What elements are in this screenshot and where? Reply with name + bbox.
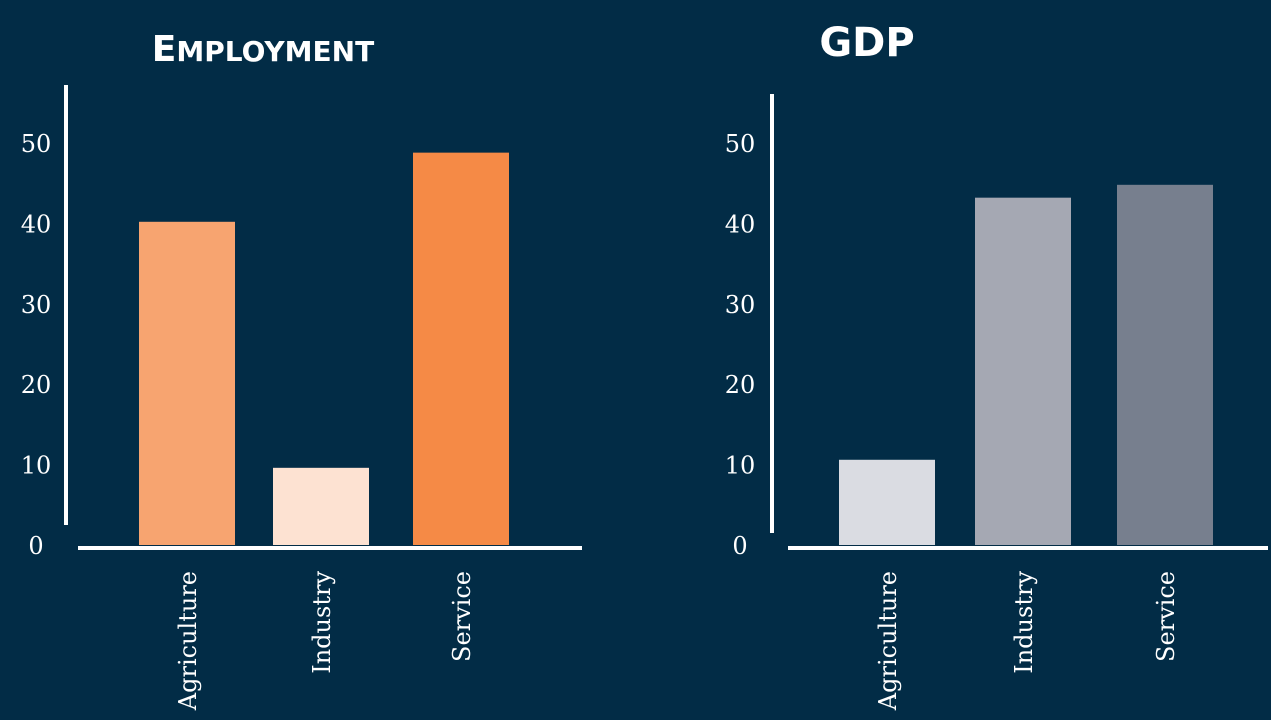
x-category-label: Agriculture: [874, 571, 902, 711]
y-tick-label: 50: [725, 130, 756, 158]
y-tick-label: 10: [21, 452, 52, 480]
bar-agriculture: [139, 221, 235, 546]
bar-industry: [273, 467, 369, 545]
chart-panel-employment: EMPLOYMENT 0 10 20 30 40 50 Agriculture Industry…: [21, 29, 582, 711]
y-tick-label: 30: [21, 291, 52, 319]
chart-title: EMPLOYMENT: [152, 29, 374, 70]
y-tick-label: 10: [725, 452, 756, 480]
bar-agriculture: [839, 459, 935, 545]
y-tick-label: 30: [725, 291, 756, 319]
x-category-label: Service: [1152, 571, 1180, 662]
y-tick-label: 20: [21, 371, 52, 399]
y-tick-label: 40: [21, 210, 52, 238]
chart-panel-gdp: GDP 0 10 20 30 40 50 Agriculture Industry Service: [725, 20, 1268, 711]
y-tick-label: 0: [732, 532, 747, 560]
x-category-label: Service: [448, 571, 476, 662]
x-category-label: Industry: [308, 571, 336, 674]
chart-title: GDP: [819, 20, 914, 66]
x-category-label: Industry: [1010, 571, 1038, 674]
y-tick-label: 20: [725, 371, 756, 399]
x-category-label: Agriculture: [174, 571, 202, 711]
bar-service: [413, 152, 509, 545]
bar-service: [1117, 184, 1213, 546]
bar-industry: [975, 197, 1071, 545]
y-tick-label: 50: [21, 130, 52, 158]
y-tick-label: 0: [28, 532, 43, 560]
y-tick-label: 40: [725, 210, 756, 238]
